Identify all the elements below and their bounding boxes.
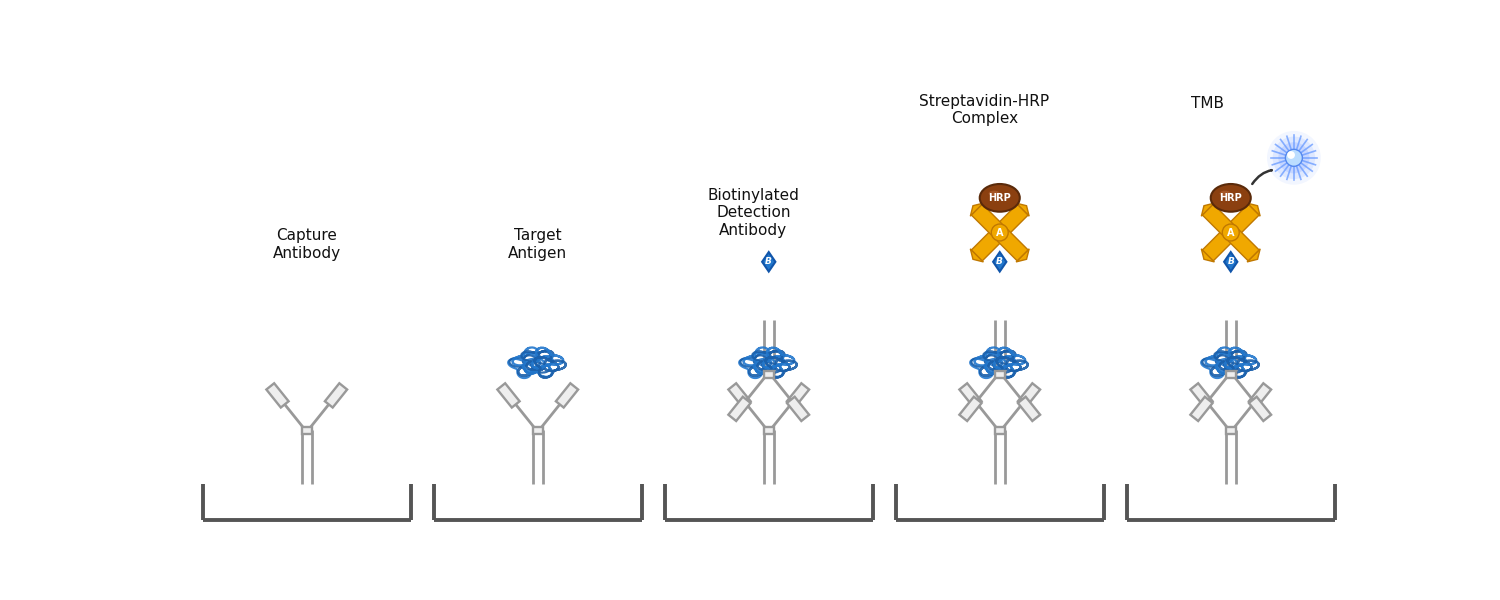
Polygon shape	[729, 383, 750, 407]
Polygon shape	[788, 397, 808, 421]
Circle shape	[1286, 149, 1302, 166]
Polygon shape	[267, 383, 288, 407]
Polygon shape	[1191, 397, 1212, 421]
Ellipse shape	[980, 184, 1020, 212]
Circle shape	[992, 224, 1008, 241]
Polygon shape	[326, 383, 346, 407]
Text: Streptavidin-HRP
Complex: Streptavidin-HRP Complex	[920, 94, 1050, 126]
Text: B: B	[996, 257, 1004, 266]
Ellipse shape	[1210, 184, 1251, 212]
Bar	[994, 371, 1005, 377]
Polygon shape	[556, 383, 578, 407]
Polygon shape	[960, 383, 981, 407]
Polygon shape	[1202, 249, 1215, 262]
Polygon shape	[498, 383, 519, 407]
Text: B: B	[1227, 257, 1234, 266]
Polygon shape	[970, 203, 984, 216]
Polygon shape	[972, 204, 1028, 261]
Bar	[302, 427, 312, 434]
Bar	[532, 427, 543, 434]
Bar	[1226, 371, 1236, 377]
Text: HRP: HRP	[988, 193, 1011, 203]
Ellipse shape	[1220, 191, 1230, 196]
Polygon shape	[972, 204, 1028, 261]
Circle shape	[1278, 142, 1310, 173]
Polygon shape	[1246, 249, 1260, 262]
Text: B: B	[765, 257, 772, 266]
Polygon shape	[1016, 203, 1029, 216]
Polygon shape	[1203, 204, 1258, 261]
Polygon shape	[1019, 383, 1040, 407]
Circle shape	[1222, 224, 1239, 241]
Text: A: A	[1227, 228, 1234, 238]
Bar	[1226, 427, 1236, 434]
Bar	[764, 371, 774, 377]
Polygon shape	[970, 249, 984, 262]
Text: HRP: HRP	[1220, 193, 1242, 203]
Polygon shape	[729, 397, 750, 421]
Circle shape	[1268, 131, 1322, 185]
Text: TMB: TMB	[1191, 95, 1224, 110]
Polygon shape	[1203, 204, 1258, 261]
Polygon shape	[1250, 397, 1270, 421]
Polygon shape	[1191, 383, 1212, 407]
Polygon shape	[960, 397, 981, 421]
Bar	[994, 427, 1005, 434]
Polygon shape	[762, 252, 776, 272]
Bar	[764, 427, 774, 434]
Polygon shape	[1019, 397, 1040, 421]
Text: Target
Antigen: Target Antigen	[509, 228, 567, 260]
Polygon shape	[1202, 203, 1215, 216]
Text: A: A	[996, 228, 1004, 238]
Circle shape	[1287, 151, 1294, 159]
Text: Capture
Antibody: Capture Antibody	[273, 228, 340, 260]
Polygon shape	[993, 252, 1006, 272]
Circle shape	[1272, 137, 1316, 179]
Polygon shape	[1250, 383, 1270, 407]
Polygon shape	[788, 383, 808, 407]
Text: Biotinylated
Detection
Antibody: Biotinylated Detection Antibody	[708, 188, 800, 238]
Polygon shape	[1224, 252, 1238, 272]
Polygon shape	[1246, 203, 1260, 216]
FancyArrowPatch shape	[1252, 170, 1272, 184]
Ellipse shape	[988, 191, 999, 196]
Polygon shape	[1016, 249, 1029, 262]
